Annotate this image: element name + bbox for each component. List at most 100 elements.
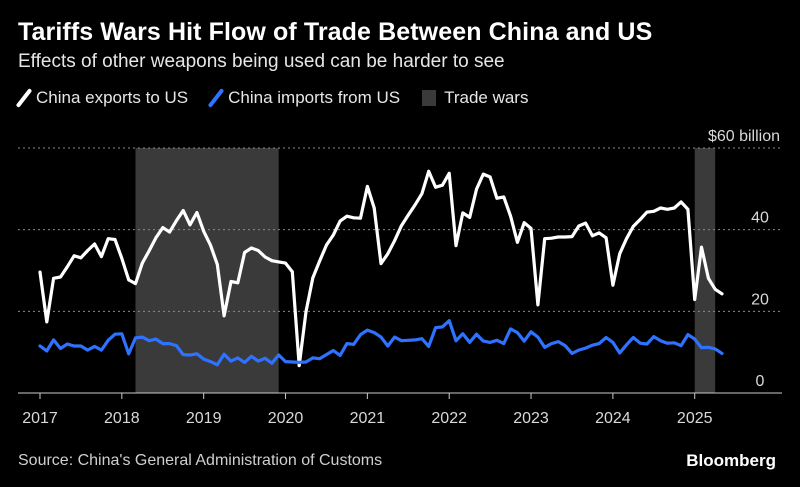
data-point-china-exports-to-us-2020-06 xyxy=(318,259,321,263)
data-point-china-imports-from-us-2024-05 xyxy=(638,341,642,345)
data-point-china-imports-from-us-2022-01 xyxy=(447,319,451,323)
data-point-china-imports-from-us-2017-06 xyxy=(72,344,76,348)
data-point-china-exports-to-us-2018-12 xyxy=(195,211,199,214)
data-point-china-imports-from-us-2023-12 xyxy=(604,336,608,339)
data-point-china-exports-to-us-2024-12 xyxy=(686,207,690,211)
data-point-china-exports-to-us-2019-04 xyxy=(222,314,226,318)
data-point-china-exports-to-us-2024-01 xyxy=(611,283,615,287)
data-point-china-imports-from-us-2017-08 xyxy=(86,348,90,352)
data-point-china-exports-to-us-2019-11 xyxy=(270,259,274,263)
data-point-china-exports-to-us-2023-05 xyxy=(556,235,560,239)
data-point-china-imports-from-us-2017-01 xyxy=(38,344,42,348)
data-point-china-exports-to-us-2020-10 xyxy=(345,214,349,218)
data-point-china-exports-to-us-2021-03 xyxy=(379,262,383,265)
data-point-china-imports-from-us-2022-10 xyxy=(509,327,512,331)
data-point-china-exports-to-us-2025-02 xyxy=(700,245,703,249)
data-point-china-imports-from-us-2019-12 xyxy=(277,353,281,357)
data-point-china-exports-to-us-2020-01 xyxy=(284,261,287,265)
data-point-china-imports-from-us-2021-04 xyxy=(386,344,390,348)
data-point-china-exports-to-us-2019-05 xyxy=(229,280,233,283)
data-point-china-imports-from-us-2020-09 xyxy=(338,354,342,357)
legend-item-trade-wars: Trade wars xyxy=(422,88,528,108)
data-point-china-exports-to-us-2020-05 xyxy=(311,276,315,280)
data-point-china-imports-from-us-2024-07 xyxy=(652,335,656,338)
y-tick-label-60: $60 billion xyxy=(708,128,780,145)
data-point-china-exports-to-us-2019-12 xyxy=(277,260,281,264)
data-point-china-exports-to-us-2018-11 xyxy=(188,223,192,227)
x-tick-label-2020: 2020 xyxy=(268,410,304,427)
data-point-china-exports-to-us-2019-01 xyxy=(202,229,206,233)
data-point-china-imports-from-us-2019-02 xyxy=(209,360,212,363)
data-point-china-exports-to-us-2023-03 xyxy=(543,237,547,241)
data-point-china-imports-from-us-2023-04 xyxy=(550,342,553,345)
data-point-china-exports-to-us-2021-06 xyxy=(400,224,403,228)
data-point-china-exports-to-us-2020-04 xyxy=(304,310,308,314)
data-point-china-imports-from-us-2018-06 xyxy=(154,337,158,341)
data-point-china-imports-from-us-2021-05 xyxy=(393,335,396,339)
x-tick-label-2025: 2025 xyxy=(677,410,713,427)
chart-title: Tariffs Wars Hit Flow of Trade Between C… xyxy=(18,18,653,46)
data-point-china-imports-from-us-2024-10 xyxy=(672,341,676,345)
data-point-china-imports-from-us-2023-08 xyxy=(577,348,581,352)
data-point-china-imports-from-us-2018-07 xyxy=(161,342,165,345)
data-point-china-imports-from-us-2022-11 xyxy=(516,331,519,334)
data-point-china-imports-from-us-2017-05 xyxy=(65,342,69,346)
data-point-china-exports-to-us-2018-06 xyxy=(154,236,158,240)
data-point-china-imports-from-us-2023-01 xyxy=(529,330,533,334)
data-point-china-exports-to-us-2024-06 xyxy=(645,210,649,214)
bloomberg-logo: Bloomberg xyxy=(686,451,776,470)
data-point-china-exports-to-us-2021-04 xyxy=(386,252,390,256)
data-point-china-imports-from-us-2020-02 xyxy=(290,360,294,364)
data-point-china-imports-from-us-2020-12 xyxy=(359,333,362,336)
data-point-china-imports-from-us-2017-11 xyxy=(106,338,110,342)
data-point-china-exports-to-us-2018-05 xyxy=(147,249,151,253)
data-point-china-imports-from-us-2021-08 xyxy=(413,338,417,342)
data-point-china-imports-from-us-2021-11 xyxy=(434,326,437,330)
data-point-china-exports-to-us-2022-02 xyxy=(454,244,458,248)
data-point-china-exports-to-us-2025-05 xyxy=(720,292,724,296)
data-point-china-exports-to-us-2017-07 xyxy=(79,256,83,260)
trade-war-band-1 xyxy=(135,148,279,393)
data-point-china-exports-to-us-2018-08 xyxy=(168,230,172,234)
data-point-china-imports-from-us-2021-03 xyxy=(379,335,383,339)
data-point-china-exports-to-us-2022-01 xyxy=(447,171,451,175)
data-point-china-imports-from-us-2019-06 xyxy=(236,356,240,360)
data-point-china-imports-from-us-2022-04 xyxy=(468,341,472,344)
chart-subtitle: Effects of other weapons being used can … xyxy=(18,51,505,72)
data-point-china-imports-from-us-2022-12 xyxy=(522,339,526,343)
data-point-china-imports-from-us-2018-12 xyxy=(195,352,199,356)
data-point-china-exports-to-us-2017-10 xyxy=(100,255,103,258)
data-point-china-exports-to-us-2022-06 xyxy=(481,172,485,176)
data-point-china-exports-to-us-2022-05 xyxy=(475,187,478,191)
data-point-china-imports-from-us-2018-04 xyxy=(140,335,144,339)
data-point-china-exports-to-us-2023-08 xyxy=(577,224,581,228)
data-point-china-imports-from-us-2017-12 xyxy=(113,332,117,336)
data-point-china-imports-from-us-2023-07 xyxy=(570,352,574,355)
data-point-china-imports-from-us-2017-04 xyxy=(59,347,62,350)
data-point-china-exports-to-us-2017-01 xyxy=(38,270,42,274)
data-point-china-imports-from-us-2021-02 xyxy=(372,331,376,334)
source-note: Source: China's General Administration o… xyxy=(18,452,383,469)
data-point-china-imports-from-us-2018-09 xyxy=(175,344,178,347)
data-point-china-exports-to-us-2021-09 xyxy=(420,192,424,196)
data-point-china-imports-from-us-2020-01 xyxy=(284,360,287,363)
data-point-china-imports-from-us-2020-11 xyxy=(352,343,356,346)
data-point-china-exports-to-us-2022-03 xyxy=(461,211,465,215)
data-point-china-exports-to-us-2020-12 xyxy=(359,216,362,220)
data-point-china-exports-to-us-2021-08 xyxy=(413,203,417,207)
x-tick-label-2018: 2018 xyxy=(104,410,140,427)
trade-war-band-2 xyxy=(694,148,716,393)
data-point-china-imports-from-us-2020-05 xyxy=(311,356,315,360)
data-point-china-imports-from-us-2022-08 xyxy=(495,338,499,342)
data-point-china-exports-to-us-2024-09 xyxy=(666,207,669,211)
data-point-china-exports-to-us-2020-02 xyxy=(290,270,294,274)
data-point-china-exports-to-us-2023-12 xyxy=(604,236,608,240)
data-point-china-imports-from-us-2024-11 xyxy=(679,344,683,347)
data-point-china-exports-to-us-2021-07 xyxy=(406,213,410,217)
data-point-china-imports-from-us-2018-05 xyxy=(147,339,151,343)
data-point-china-imports-from-us-2021-12 xyxy=(441,325,444,329)
data-point-china-exports-to-us-2024-10 xyxy=(672,206,676,210)
data-point-china-exports-to-us-2019-02 xyxy=(209,243,212,247)
data-point-china-exports-to-us-2018-02 xyxy=(127,278,131,282)
data-point-china-exports-to-us-2018-07 xyxy=(161,226,165,230)
